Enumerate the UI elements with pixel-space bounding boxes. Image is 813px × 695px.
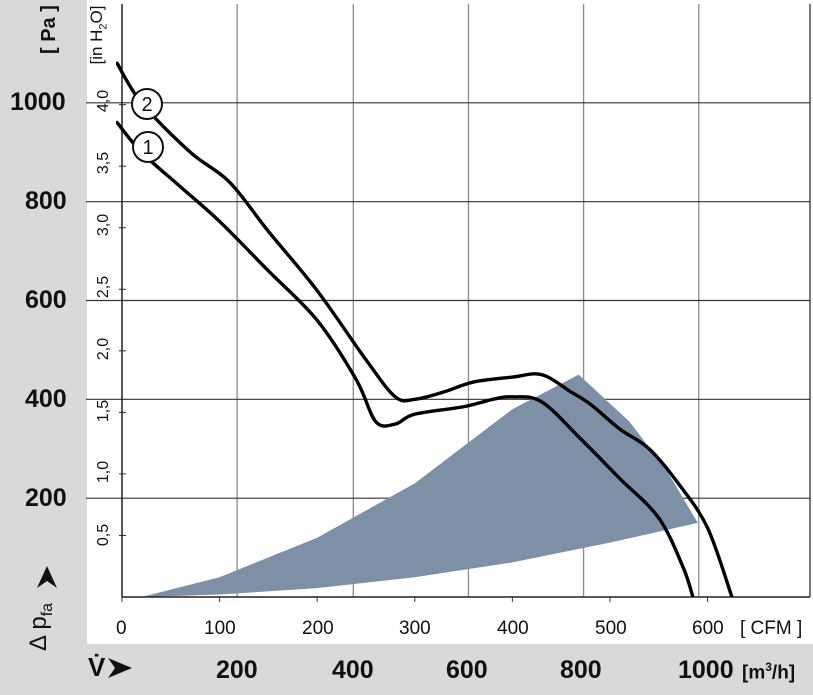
inh2o-unit-label: [in H2O] xyxy=(87,0,110,70)
curve-label-text: 2 xyxy=(141,94,152,116)
m3h-unit-part-1: [m xyxy=(742,662,766,684)
cfm-tick-label: 100 xyxy=(204,618,236,639)
inh2o-tick-label: 2,5 xyxy=(95,275,112,299)
cfm-unit-label: [ CFM ] xyxy=(740,618,803,639)
pa-tick-label: 1000 xyxy=(10,88,66,116)
fan-curve-2 xyxy=(116,61,734,597)
curve-label-circle xyxy=(132,131,164,163)
pa-tick-label: 400 xyxy=(25,385,67,413)
inh2o-tick-label: 3,5 xyxy=(95,151,112,175)
pa-tick-label: 800 xyxy=(25,187,67,215)
fan-curve-1 xyxy=(116,120,695,597)
cfm-tick-label: 300 xyxy=(399,618,431,639)
bottom-axis-band xyxy=(0,644,813,695)
m3h-tick-label: 600 xyxy=(446,656,488,684)
m3h-unit-superscript: 3 xyxy=(765,660,772,674)
cfm-tick-label: 600 xyxy=(692,618,724,639)
inh2o-tick-label: 0,5 xyxy=(95,523,112,547)
cfm-tick-label: 0 xyxy=(116,618,127,639)
m3h-tick-label: 1000 xyxy=(678,656,734,684)
inh2o-tick-label: 3,0 xyxy=(95,213,112,237)
inh2o-unit-part-2: O] xyxy=(87,5,106,24)
inh2o-tick-label: 1,0 xyxy=(95,460,112,484)
inh2o-unit-subscript: 2 xyxy=(97,23,110,30)
cfm-tick-label: 400 xyxy=(497,618,529,639)
m3h-unit-part-2: /h] xyxy=(771,662,796,684)
pressure-symbol-text: Δ p xyxy=(25,616,52,651)
pa-tick-label: 200 xyxy=(25,484,67,512)
curve-label-text: 1 xyxy=(142,137,153,159)
cfm-tick-label: 500 xyxy=(595,618,627,639)
pressure-axis-arrow-icon xyxy=(37,566,57,588)
inh2o-unit-part-1: [in H xyxy=(87,29,106,65)
pressure-symbol-subscript: fa xyxy=(38,602,56,617)
m3h-tick-label: 400 xyxy=(332,656,374,684)
cfm-tick-label: 200 xyxy=(302,618,334,639)
m3h-tick-label: 200 xyxy=(216,656,258,684)
flow-symbol: V̇ xyxy=(88,652,106,682)
inh2o-tick-label: 4,0 xyxy=(95,89,112,113)
curve-label-circle xyxy=(131,88,163,120)
inh2o-tick-label: 2,0 xyxy=(95,337,112,361)
pa-tick-label: 600 xyxy=(25,286,67,314)
m3h-unit-label: [m3/h] xyxy=(742,660,795,684)
m3h-tick-label: 800 xyxy=(560,656,602,684)
operating-region xyxy=(141,374,698,597)
inh2o-tick-label: 1,5 xyxy=(95,399,112,423)
pa-unit-label: [ Pa ] xyxy=(38,5,60,54)
flow-axis-arrow-icon xyxy=(108,658,132,678)
